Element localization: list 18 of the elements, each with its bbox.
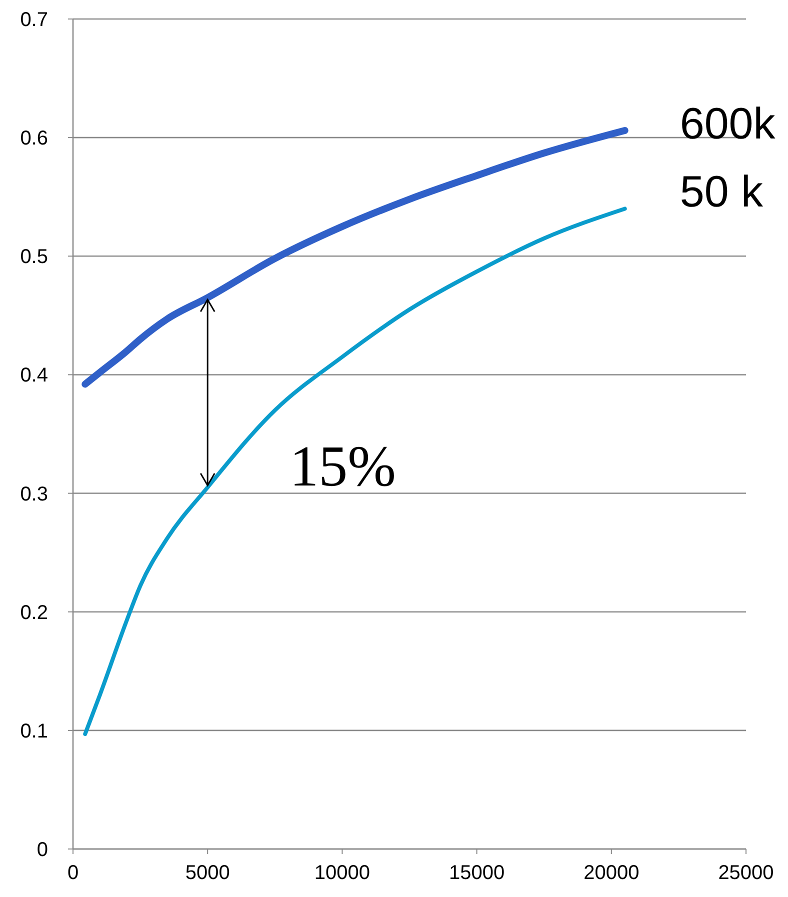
line-series <box>83 206 627 736</box>
y-tick-label: 0.1 <box>20 720 48 742</box>
x-tick-label: 25000 <box>718 862 774 884</box>
series-label: 600k <box>680 99 776 148</box>
y-tick-label: 0.6 <box>20 128 48 150</box>
x-tick-label: 15000 <box>448 862 505 884</box>
y-tick-label: 0.2 <box>20 602 48 624</box>
y-tick-label: 0.3 <box>20 483 48 506</box>
series-label: 50 k <box>680 168 764 217</box>
x-tick-label: 0 <box>67 862 79 884</box>
y-tick-label: 0.4 <box>20 364 48 387</box>
annotation: 15% <box>290 433 396 498</box>
x-tick-label: 20000 <box>584 862 640 884</box>
y-tick-label: 0 <box>36 839 48 861</box>
x-tick-label: 10000 <box>314 862 370 884</box>
x-tick-label: 5000 <box>185 862 230 884</box>
y-tick-label: 0.5 <box>20 246 48 268</box>
y-tick-label: 0.7 <box>20 9 48 31</box>
